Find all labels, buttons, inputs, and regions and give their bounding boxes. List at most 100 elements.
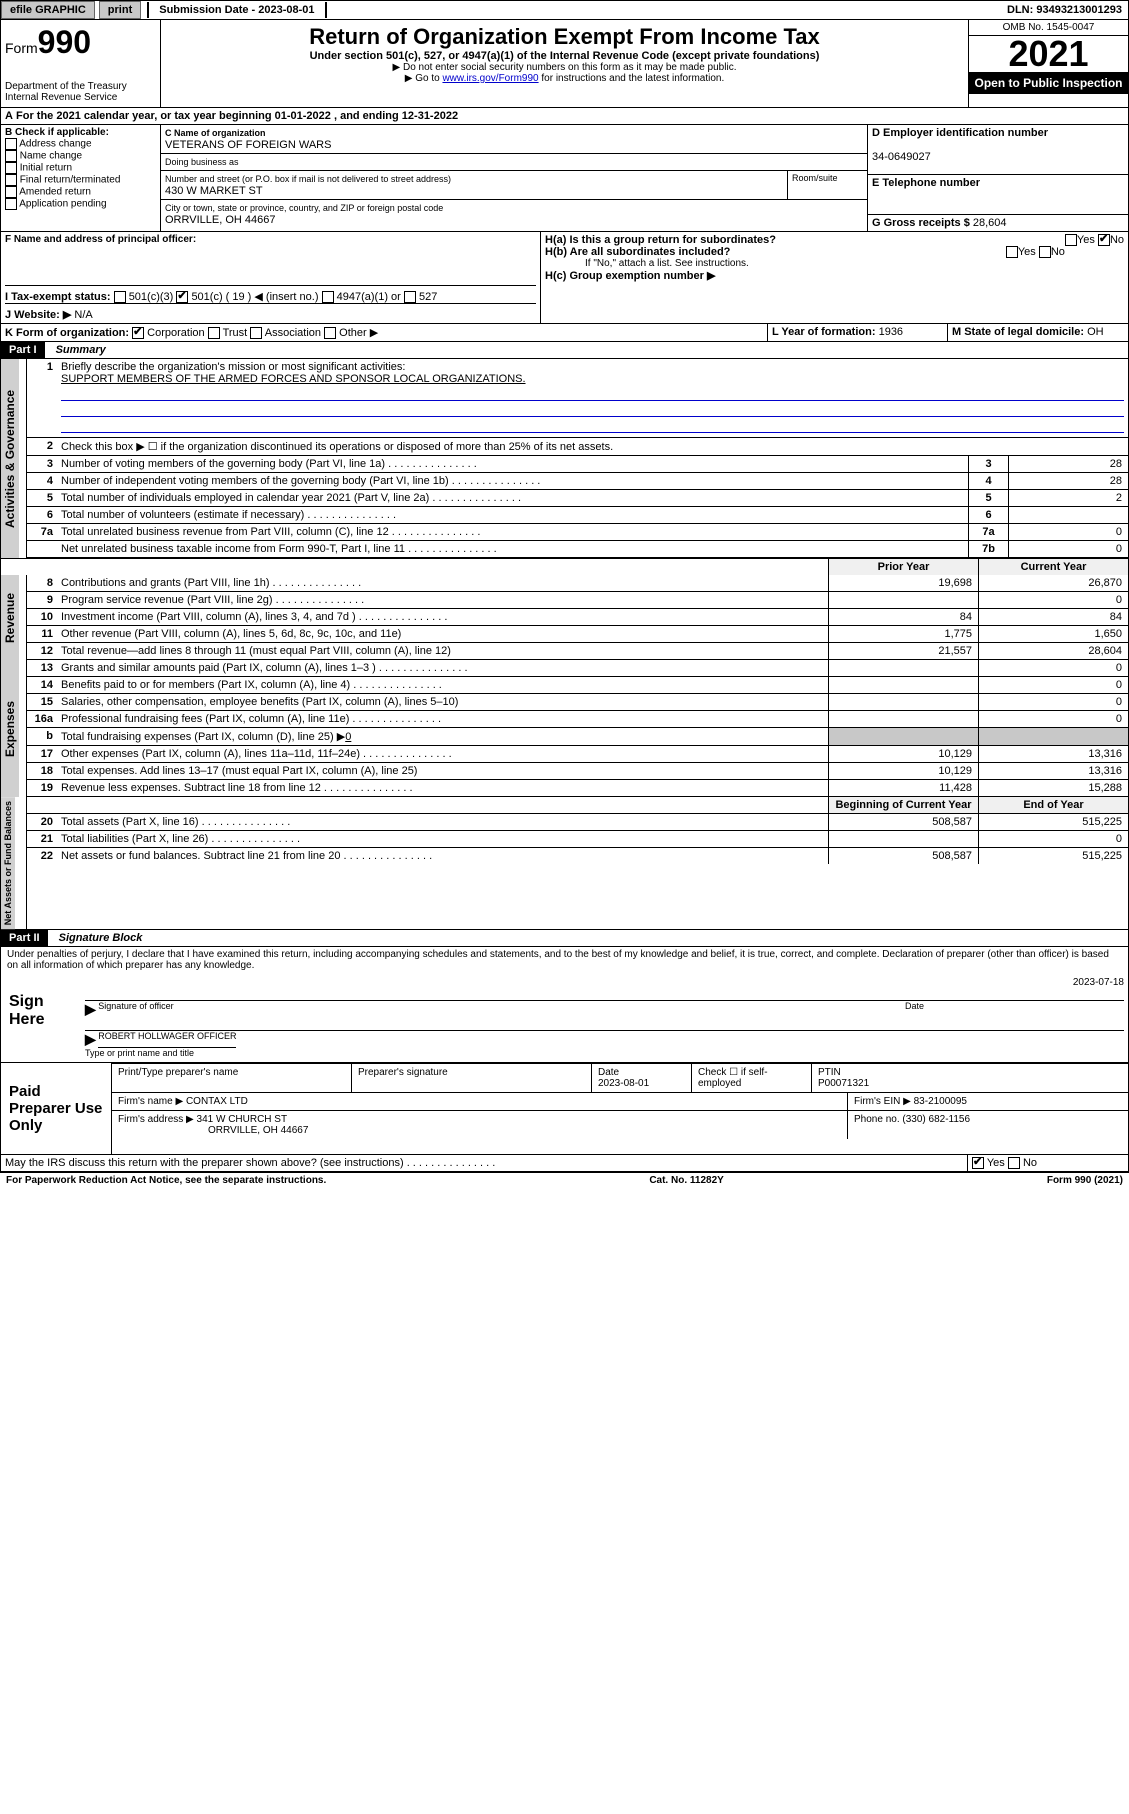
submission-date: Submission Date - 2023-08-01	[147, 2, 326, 18]
form-note2: ▶ Go to www.irs.gov/Form990 for instruct…	[165, 73, 964, 84]
hc-label: H(c) Group exemption number ▶	[545, 270, 715, 282]
part1-header: Part I Summary	[0, 342, 1129, 359]
entity-info: B Check if applicable: Address change Na…	[0, 125, 1129, 232]
cb-ha-yes[interactable]	[1065, 234, 1077, 246]
col-prior: Prior Year	[828, 559, 978, 575]
l7a-text: Total unrelated business revenue from Pa…	[57, 524, 968, 540]
l11-prior: 1,775	[828, 626, 978, 642]
cb-hb-yes[interactable]	[1006, 246, 1018, 258]
form-note1: ▶ Do not enter social security numbers o…	[165, 62, 964, 73]
year-formation: 1936	[879, 326, 903, 338]
arrow-icon: ▶	[85, 1001, 96, 1018]
cb-hb-no[interactable]	[1039, 246, 1051, 258]
cb-trust[interactable]	[208, 327, 220, 339]
l16a-prior	[828, 711, 978, 727]
l4-val: 28	[1008, 473, 1128, 489]
org-name: VETERANS OF FOREIGN WARS	[165, 139, 331, 151]
cb-ha-no[interactable]	[1098, 234, 1110, 246]
part2-header: Part II Signature Block	[0, 930, 1129, 947]
dln: DLN: 93493213001293	[1001, 2, 1128, 18]
l13-current: 0	[978, 660, 1128, 676]
firmein: 83-2100095	[914, 1096, 967, 1107]
ptin-value: P00071321	[818, 1078, 869, 1089]
cb-501c3[interactable]	[114, 291, 126, 303]
officer-label: F Name and address of principal officer:	[5, 234, 536, 245]
street-address: 430 W MARKET ST	[165, 185, 263, 197]
cb-initial-return[interactable]	[5, 162, 17, 174]
l16a-current: 0	[978, 711, 1128, 727]
cb-discuss-yes[interactable]	[972, 1157, 984, 1169]
perjury-declaration: Under penalties of perjury, I declare th…	[0, 947, 1129, 973]
form-number: Form990	[5, 24, 156, 61]
l6-text: Total number of volunteers (estimate if …	[57, 507, 968, 523]
l19-current: 15,288	[978, 780, 1128, 796]
side-expenses: Expenses	[1, 660, 19, 797]
l17-text: Other expenses (Part IX, column (A), lin…	[57, 746, 828, 762]
l7a-val: 0	[1008, 524, 1128, 540]
ptin-label: PTIN	[818, 1067, 841, 1078]
l15-current: 0	[978, 694, 1128, 710]
domicile-value: OH	[1087, 326, 1104, 338]
cb-app-pending[interactable]	[5, 198, 17, 210]
l16a-text: Professional fundraising fees (Part IX, …	[57, 711, 828, 727]
l9-text: Program service revenue (Part VIII, line…	[57, 592, 828, 608]
cb-amended[interactable]	[5, 186, 17, 198]
col-current: Current Year	[978, 559, 1128, 575]
cb-name-change[interactable]	[5, 150, 17, 162]
city-state-zip: ORRVILLE, OH 44667	[165, 214, 275, 226]
prep-date-label: Date	[598, 1067, 619, 1078]
cb-501c[interactable]	[176, 291, 188, 303]
dba-label: Doing business as	[165, 157, 239, 167]
l11-current: 1,650	[978, 626, 1128, 642]
period-row: A For the 2021 calendar year, or tax yea…	[0, 108, 1129, 125]
l20-end: 515,225	[978, 814, 1128, 830]
cb-discuss-no[interactable]	[1008, 1157, 1020, 1169]
domicile-label: M State of legal domicile:	[952, 326, 1084, 338]
l2-text: Check this box ▶ ☐ if the organization d…	[57, 438, 1128, 455]
cb-address-change[interactable]	[5, 138, 17, 150]
year-formation-label: L Year of formation:	[772, 326, 876, 338]
page-footer: For Paperwork Reduction Act Notice, see …	[0, 1172, 1129, 1188]
l21-text: Total liabilities (Part X, line 26)	[57, 831, 828, 847]
l20-begin: 508,587	[828, 814, 978, 830]
box-b-label: B Check if applicable:	[5, 127, 109, 138]
l8-text: Contributions and grants (Part VIII, lin…	[57, 575, 828, 591]
l17-prior: 10,129	[828, 746, 978, 762]
tax-status-label: I Tax-exempt status:	[5, 291, 111, 303]
col-begin: Beginning of Current Year	[828, 797, 978, 813]
l16b-prior	[828, 728, 978, 745]
cb-corp[interactable]	[132, 327, 144, 339]
form-org-label: K Form of organization:	[5, 327, 129, 339]
firmname-label: Firm's name ▶	[118, 1096, 183, 1107]
print-button[interactable]: print	[99, 1, 141, 19]
l8-prior: 19,698	[828, 575, 978, 591]
cb-other[interactable]	[324, 327, 336, 339]
l19-text: Revenue less expenses. Subtract line 18 …	[57, 780, 828, 796]
l14-current: 0	[978, 677, 1128, 693]
efile-button[interactable]: efile GRAPHIC	[1, 1, 95, 19]
l5-text: Total number of individuals employed in …	[57, 490, 968, 506]
l22-begin: 508,587	[828, 848, 978, 864]
cb-527[interactable]	[404, 291, 416, 303]
l18-prior: 10,129	[828, 763, 978, 779]
prior-current-header: Prior Year Current Year	[0, 558, 1129, 575]
l6-val	[1008, 507, 1128, 523]
l12-text: Total revenue—add lines 8 through 11 (mu…	[57, 643, 828, 659]
cb-4947[interactable]	[322, 291, 334, 303]
prep-name-label: Print/Type preparer's name	[112, 1064, 352, 1092]
l10-prior: 84	[828, 609, 978, 625]
form-title: Return of Organization Exempt From Incom…	[165, 24, 964, 50]
period-begin: 01-01-2022	[275, 110, 331, 122]
room-label: Room/suite	[787, 171, 867, 199]
cb-assoc[interactable]	[250, 327, 262, 339]
l22-end: 515,225	[978, 848, 1128, 864]
irs-link[interactable]: www.irs.gov/Form990	[442, 73, 538, 84]
prep-sig-label: Preparer's signature	[352, 1064, 592, 1092]
l11-text: Other revenue (Part VIII, column (A), li…	[57, 626, 828, 642]
paid-preparer-label: Paid Preparer Use Only	[1, 1063, 111, 1154]
self-employed-label: Check ☐ if self-employed	[692, 1064, 812, 1092]
klm-row: K Form of organization: Corporation Trus…	[0, 324, 1129, 342]
l21-end: 0	[978, 831, 1128, 847]
cb-final-return[interactable]	[5, 174, 17, 186]
side-revenue: Revenue	[1, 575, 19, 660]
